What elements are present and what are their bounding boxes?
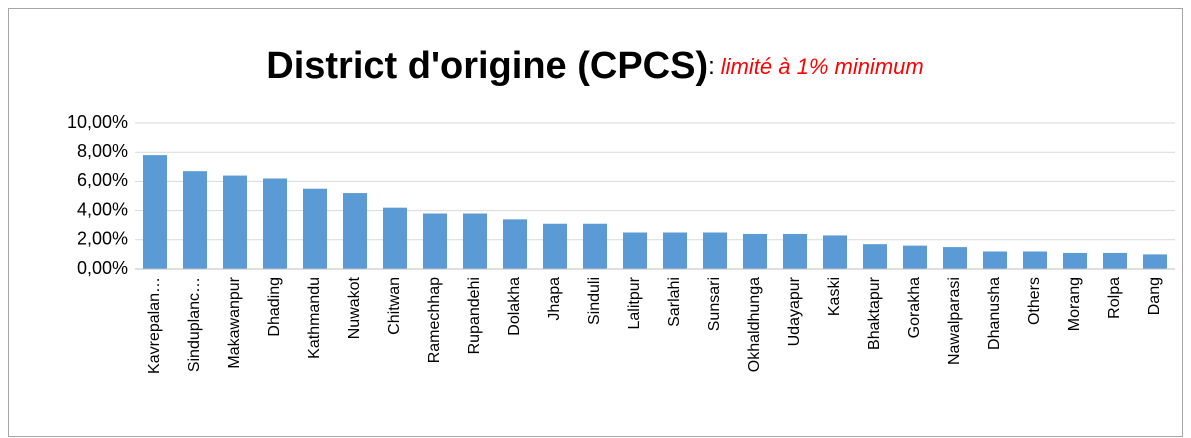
bar — [703, 232, 727, 269]
bar — [1143, 254, 1167, 269]
bar — [983, 251, 1007, 269]
bar — [183, 171, 207, 269]
x-tick-label: Okhaldhunga — [746, 277, 763, 372]
x-tick-label: Jhapa — [546, 277, 563, 321]
x-tick-label: Gorakha — [906, 277, 923, 338]
title-separator: : — [708, 53, 715, 80]
x-tick-label: Morang — [1066, 277, 1083, 331]
x-tick-label: Sinduplanc… — [186, 277, 203, 372]
y-tick-label: 0,00% — [77, 258, 128, 278]
x-tick-label: Kavrepalan… — [146, 277, 163, 374]
x-tick-label: Dhanusha — [986, 277, 1003, 350]
x-tick-label: Sunsari — [706, 277, 723, 331]
bar — [783, 233, 807, 269]
x-tick-label: Dhading — [266, 277, 283, 337]
chart-title-group: District d'origine (CPCS): limité à 1% mi… — [266, 45, 923, 87]
x-tick-label: Sinduli — [586, 277, 603, 325]
x-tick-label: Sarlahi — [666, 277, 683, 327]
x-tick-label: Dang — [1146, 277, 1163, 315]
bar — [303, 188, 327, 269]
bar — [423, 213, 447, 269]
x-tick-label: Rolpa — [1106, 277, 1123, 319]
y-tick-label: 6,00% — [77, 170, 128, 190]
x-tick-label: Ramechhap — [426, 277, 443, 363]
bar — [943, 247, 967, 269]
bar — [503, 219, 527, 269]
bar — [223, 175, 247, 269]
bar — [623, 232, 647, 269]
bar — [1063, 252, 1087, 269]
x-tick-label: Makawanpur — [226, 276, 243, 368]
bar — [663, 232, 687, 269]
y-tick-label: 4,00% — [77, 199, 128, 219]
y-tick-label: 8,00% — [77, 141, 128, 161]
bar — [823, 235, 847, 269]
bar — [463, 213, 487, 269]
x-tick-label: Others — [1026, 277, 1043, 325]
bar — [343, 193, 367, 269]
x-tick-label: Kaski — [826, 277, 843, 316]
bar — [143, 155, 167, 269]
bar — [1023, 251, 1047, 269]
x-tick-label: Nuwakot — [346, 276, 363, 339]
x-tick-label: Dolakha — [506, 277, 523, 336]
bar — [743, 233, 767, 269]
x-tick-label: Rupandehi — [466, 277, 483, 354]
bar — [543, 223, 567, 269]
bar — [903, 245, 927, 269]
x-tick-label: Chitwan — [386, 277, 403, 335]
chart-title: District d'origine (CPCS) — [266, 45, 708, 87]
y-tick-label: 2,00% — [77, 229, 128, 249]
x-tick-label: Lalitpur — [626, 276, 643, 329]
bar — [1103, 252, 1127, 269]
bar — [863, 244, 887, 269]
x-tick-label: Kathmandu — [306, 277, 323, 359]
x-tick-label: Udayapur — [786, 276, 803, 346]
x-tick-label: Nawalparasi — [946, 277, 963, 365]
bar — [583, 223, 607, 269]
chart-subtitle: limité à 1% minimum — [721, 54, 924, 79]
bar — [383, 207, 407, 269]
y-tick-label: 10,00% — [67, 112, 128, 132]
x-tick-label: Bhaktapur — [866, 276, 883, 350]
bar — [263, 178, 287, 269]
